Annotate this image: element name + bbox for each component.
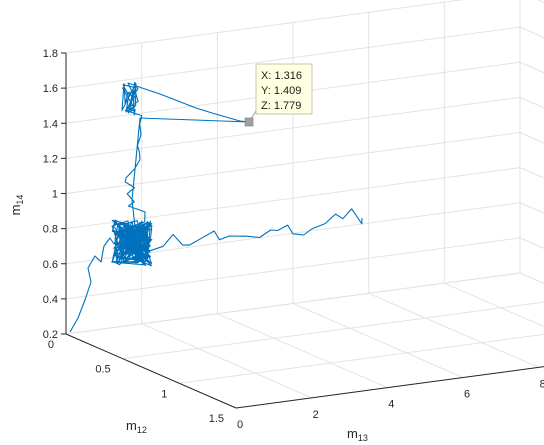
gridline [65,237,521,300]
x-tick-label: 2 [313,409,319,421]
y-tick-label: 1 [161,388,167,400]
x-tick-label: 4 [388,399,394,411]
gridline [217,313,388,389]
gridline [65,167,521,230]
datatip-y: Y: 1.409 [261,85,301,97]
x-tick-label: 6 [464,389,470,401]
datatip-x: X: 1.316 [261,70,302,82]
z-tick-label: 1.2 [43,153,58,165]
x-tick-label: 8 [540,378,544,390]
y-axis-line [65,333,237,409]
y-axis-label: m12 [126,418,147,435]
datatip-box [255,63,313,115]
y-tick-label: 0 [48,339,54,351]
z-tick-label: 0.6 [43,259,58,271]
y-tick-label: 0.5 [95,364,110,376]
grid [65,0,544,409]
gridline [141,323,312,399]
z-tick-label: 0.4 [43,294,58,306]
gridline [65,0,465,54]
datatip-marker[interactable] [244,117,254,127]
z-tick-label: 0.2 [43,329,58,341]
gridline [368,292,539,368]
series-trajectory [69,81,363,333]
gridline [292,303,464,378]
z-tick-label: 1.8 [43,48,58,60]
gridline [444,282,544,328]
gridline [65,132,521,194]
tick-labels: 0.20.40.60.811.21.41.61.800.511.50246810… [43,48,544,431]
x-axis-line [235,366,544,409]
z-tick-label: 1.4 [43,118,58,130]
datatip[interactable]: X: 1.316 Y: 1.409 Z: 1.779 [244,63,313,127]
x-axis-label: m13 [347,426,368,443]
y-tick-label: 1.5 [209,413,224,425]
x-tick-label: 0 [237,419,243,431]
trajectory-line [69,81,363,333]
gridline [122,301,544,360]
gridline [65,96,521,159]
gridline [65,272,521,335]
gridline [65,26,521,89]
z-axis-label: m14 [8,195,25,216]
datatip-z: Z: 1.779 [261,100,301,112]
z-tick-label: 1.6 [43,83,58,95]
gridline [179,333,544,384]
z-tick-label: 0.8 [43,224,58,236]
z-tick-label: 1 [52,189,58,201]
gridline [537,0,544,3]
